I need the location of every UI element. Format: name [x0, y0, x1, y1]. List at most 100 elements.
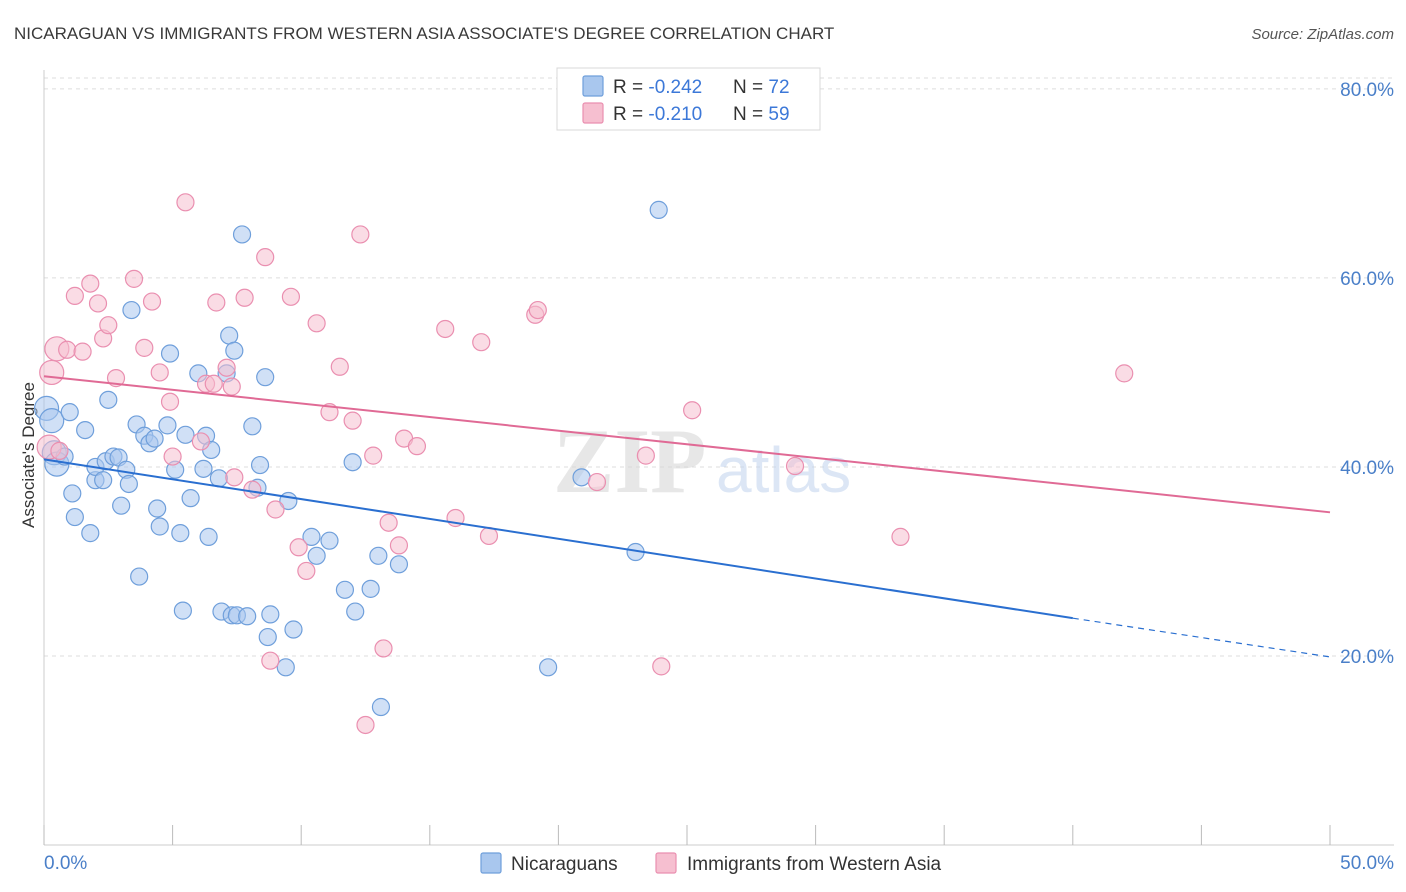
western-asia-point	[135, 338, 154, 357]
western-asia-point	[58, 340, 77, 359]
nicaraguans-point	[225, 341, 244, 360]
chart-source: Source: ZipAtlas.com	[1251, 26, 1394, 43]
nicaraguans-point	[343, 453, 362, 472]
western-asia-point	[891, 527, 910, 546]
nicaraguans-point	[276, 658, 295, 677]
western-asia-point	[351, 225, 370, 244]
western-asia-point	[472, 333, 491, 352]
legend-swatch-nicaraguans	[582, 75, 604, 97]
legend-box: R = -0.242 N = 72 R = -0.210 N = 59	[556, 67, 821, 131]
nicaraguans-point	[369, 546, 388, 565]
western-asia-point	[683, 401, 702, 420]
western-asia-point	[88, 294, 108, 313]
y-tick-label: 80.0%	[1340, 80, 1394, 101]
legend-n-label-1: N =	[733, 77, 768, 98]
bottom-legend: Nicaraguans Immigrants from Western Asia	[480, 852, 942, 875]
western-asia-point	[50, 441, 69, 460]
nicaraguans-point	[238, 607, 257, 626]
nicaraguans-point	[94, 471, 113, 490]
nicaraguans-point	[194, 459, 213, 478]
series-nicaraguans-points	[33, 200, 668, 717]
trend-line-nicaraguans-extension	[1072, 617, 1331, 658]
y-axis-label: Associate's Degree	[19, 382, 38, 528]
western-asia-point	[652, 657, 671, 676]
western-asia-point	[235, 288, 254, 307]
western-asia-point	[222, 377, 241, 396]
y-tick-label: 60.0%	[1340, 269, 1394, 290]
legend-row-1: R = -0.242	[613, 77, 702, 98]
bottom-legend-label-western-asia: Immigrants from Western Asia	[687, 854, 942, 875]
nicaraguans-point	[256, 368, 275, 387]
nicaraguans-point	[181, 489, 200, 508]
western-asia-point	[65, 286, 84, 305]
western-asia-point	[343, 411, 362, 430]
nicaraguans-point	[371, 697, 391, 717]
western-asia-point	[281, 287, 301, 306]
grid-lines	[44, 77, 1394, 657]
nicaraguans-point	[320, 531, 339, 550]
y-tick-label: 40.0%	[1340, 458, 1394, 479]
nicaraguans-point	[220, 326, 239, 345]
western-asia-point	[479, 526, 499, 546]
legend-row-2: R = -0.210	[613, 104, 702, 125]
western-asia-point	[528, 300, 547, 320]
nicaraguans-point	[160, 344, 180, 363]
nicaraguans-point	[539, 658, 558, 677]
nicaraguans-point	[302, 527, 321, 546]
trend-line-western-asia	[43, 375, 1331, 514]
western-asia-point	[99, 316, 118, 335]
series-western-asia-points	[36, 193, 1134, 735]
legend-r-label-2: R =	[613, 104, 648, 125]
western-asia-point	[124, 269, 144, 288]
nicaraguans-point	[389, 555, 409, 574]
nicaraguans-point	[335, 580, 355, 599]
western-asia-point	[225, 468, 244, 487]
nicaraguans-point	[60, 403, 79, 422]
western-asia-point	[289, 538, 308, 557]
legend-r-value-1: -0.242	[648, 77, 702, 98]
legend-n-2: N = 59	[733, 104, 790, 125]
y-tick-labels: 20.0% 40.0% 60.0% 80.0%	[1340, 80, 1394, 668]
western-asia-point	[364, 446, 383, 465]
western-asia-point	[297, 561, 316, 581]
legend-n-value-1: 72	[768, 77, 789, 98]
western-asia-point	[191, 432, 210, 451]
x-tick-marks	[43, 825, 1331, 845]
western-asia-point	[636, 446, 655, 465]
nicaraguans-point	[150, 517, 169, 536]
nicaraguans-point	[112, 496, 131, 515]
western-asia-point	[379, 513, 398, 532]
nicaraguans-point	[81, 524, 100, 543]
western-asia-point	[81, 274, 100, 293]
legend-n-value-2: 59	[768, 104, 789, 125]
nicaraguans-point	[63, 484, 82, 503]
western-asia-point	[256, 248, 275, 267]
nicaraguans-point	[122, 300, 141, 320]
legend-n-label-2: N =	[733, 104, 768, 125]
western-asia-point	[266, 500, 285, 519]
nicaraguans-point	[284, 620, 303, 639]
bottom-legend-swatch-western-asia	[655, 852, 677, 874]
nicaraguans-point	[39, 408, 65, 434]
western-asia-point	[356, 715, 375, 735]
nicaraguans-point	[261, 605, 280, 624]
nicaraguans-point	[250, 455, 270, 475]
western-asia-point	[160, 392, 180, 411]
western-asia-point	[1115, 364, 1134, 383]
western-asia-point	[39, 359, 65, 386]
nicaraguans-point	[243, 417, 262, 436]
nicaraguans-point	[307, 546, 326, 565]
bottom-legend-label-nicaraguans: Nicaraguans	[511, 854, 618, 875]
western-asia-point	[374, 639, 393, 658]
x-tick-label-min: 0.0%	[44, 853, 87, 874]
western-asia-point	[204, 374, 223, 393]
legend-swatch-western-asia	[582, 102, 604, 124]
western-asia-point	[307, 314, 326, 333]
nicaraguans-point	[361, 579, 380, 598]
nicaraguans-point	[65, 507, 84, 527]
western-asia-point	[436, 319, 455, 339]
nicaraguans-point	[173, 601, 192, 620]
nicaraguans-point	[76, 420, 95, 440]
nicaraguans-point	[572, 468, 591, 487]
